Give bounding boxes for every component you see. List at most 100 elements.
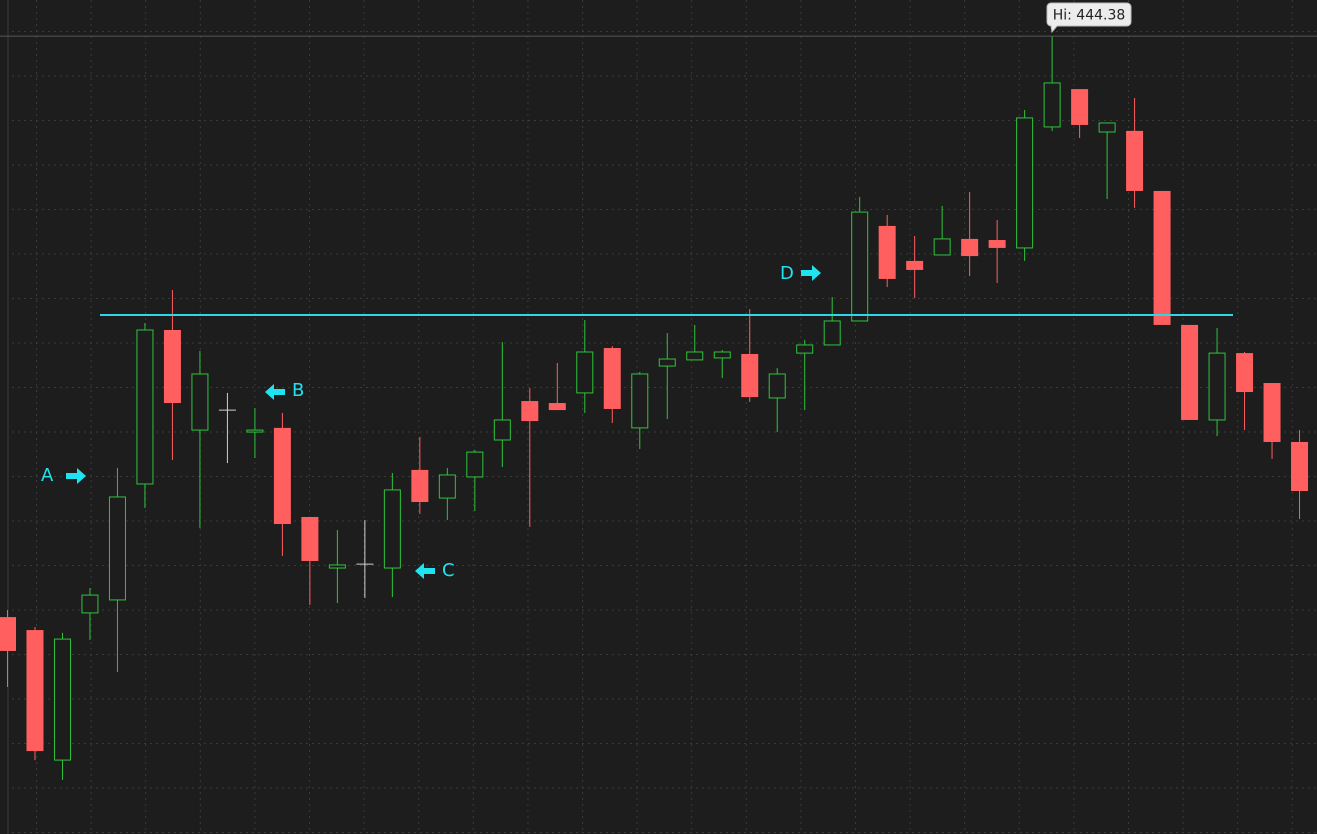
candle bbox=[246, 408, 264, 459]
candle bbox=[163, 289, 181, 461]
body bbox=[823, 320, 841, 346]
body bbox=[1098, 122, 1116, 133]
candle bbox=[136, 322, 154, 508]
body bbox=[658, 358, 676, 367]
body bbox=[878, 225, 896, 279]
candle bbox=[0, 610, 16, 688]
annotation-d: D bbox=[780, 263, 821, 284]
annotation-label: D bbox=[780, 263, 794, 284]
candle bbox=[521, 388, 539, 527]
high-bubble: Hi: 444.38 bbox=[1046, 2, 1132, 34]
body bbox=[466, 451, 484, 478]
body bbox=[438, 474, 456, 499]
candle bbox=[576, 320, 594, 413]
body bbox=[713, 351, 731, 359]
candle bbox=[658, 333, 676, 420]
candle bbox=[191, 350, 209, 528]
body bbox=[1016, 117, 1034, 249]
body bbox=[0, 617, 16, 651]
candle bbox=[218, 392, 236, 464]
candle bbox=[988, 219, 1006, 283]
candle bbox=[548, 362, 566, 411]
candle bbox=[878, 214, 896, 288]
candle bbox=[1126, 97, 1144, 208]
candle bbox=[383, 472, 401, 598]
candle bbox=[1181, 324, 1199, 420]
candle bbox=[356, 520, 374, 598]
bubble bbox=[1046, 2, 1132, 34]
body bbox=[26, 630, 44, 752]
arrow bbox=[801, 265, 821, 281]
body bbox=[768, 373, 786, 399]
candle bbox=[81, 588, 99, 640]
body bbox=[191, 373, 209, 431]
annotation-label: A bbox=[41, 465, 54, 486]
body bbox=[933, 238, 951, 256]
candle bbox=[273, 412, 291, 556]
body bbox=[796, 344, 814, 354]
body bbox=[81, 594, 99, 614]
candle bbox=[961, 192, 979, 277]
body bbox=[851, 211, 869, 322]
candle bbox=[53, 632, 71, 780]
body bbox=[136, 329, 154, 485]
body bbox=[1263, 383, 1281, 442]
body bbox=[1208, 352, 1226, 421]
annotation-c: C bbox=[415, 560, 455, 581]
candle bbox=[933, 205, 951, 256]
body bbox=[906, 260, 924, 270]
candle bbox=[1153, 190, 1171, 325]
candle bbox=[603, 346, 621, 424]
body bbox=[1236, 353, 1254, 393]
candle bbox=[26, 626, 44, 761]
candle bbox=[328, 529, 346, 604]
body bbox=[741, 353, 759, 398]
candle bbox=[768, 368, 786, 433]
annotation-label: C bbox=[442, 560, 455, 581]
body bbox=[1126, 130, 1144, 191]
candle bbox=[1208, 328, 1226, 437]
candle bbox=[713, 350, 731, 378]
body bbox=[246, 429, 264, 433]
body bbox=[1153, 190, 1171, 325]
grid-vertical bbox=[8, 0, 1317, 834]
candle bbox=[438, 467, 456, 521]
candle bbox=[1291, 430, 1309, 519]
arrow bbox=[66, 468, 86, 484]
candle bbox=[108, 467, 126, 673]
candle bbox=[686, 324, 704, 361]
body bbox=[686, 351, 704, 361]
candle bbox=[906, 236, 924, 299]
candle bbox=[1071, 89, 1089, 138]
body bbox=[163, 329, 181, 404]
body bbox=[108, 496, 126, 601]
arrow bbox=[265, 384, 285, 400]
arrow bbox=[415, 563, 435, 579]
body bbox=[1181, 324, 1199, 420]
body bbox=[988, 240, 1006, 248]
candle bbox=[466, 449, 484, 512]
body bbox=[493, 419, 511, 441]
body bbox=[1071, 89, 1089, 125]
body bbox=[53, 638, 71, 761]
candle bbox=[631, 372, 649, 450]
annotation-b: B bbox=[265, 380, 304, 401]
candle bbox=[1043, 36, 1061, 131]
candle bbox=[796, 339, 814, 411]
candle bbox=[1098, 122, 1116, 200]
body bbox=[603, 348, 621, 409]
annotation-a: A bbox=[41, 465, 86, 486]
candle bbox=[493, 342, 511, 468]
body bbox=[273, 427, 291, 525]
candle bbox=[823, 296, 841, 346]
body bbox=[301, 516, 319, 561]
grid bbox=[8, 0, 1317, 834]
body bbox=[1291, 441, 1309, 492]
body bbox=[961, 238, 979, 257]
candle bbox=[1236, 351, 1254, 431]
candle bbox=[411, 436, 429, 514]
candle bbox=[851, 196, 869, 322]
candle bbox=[301, 516, 319, 605]
